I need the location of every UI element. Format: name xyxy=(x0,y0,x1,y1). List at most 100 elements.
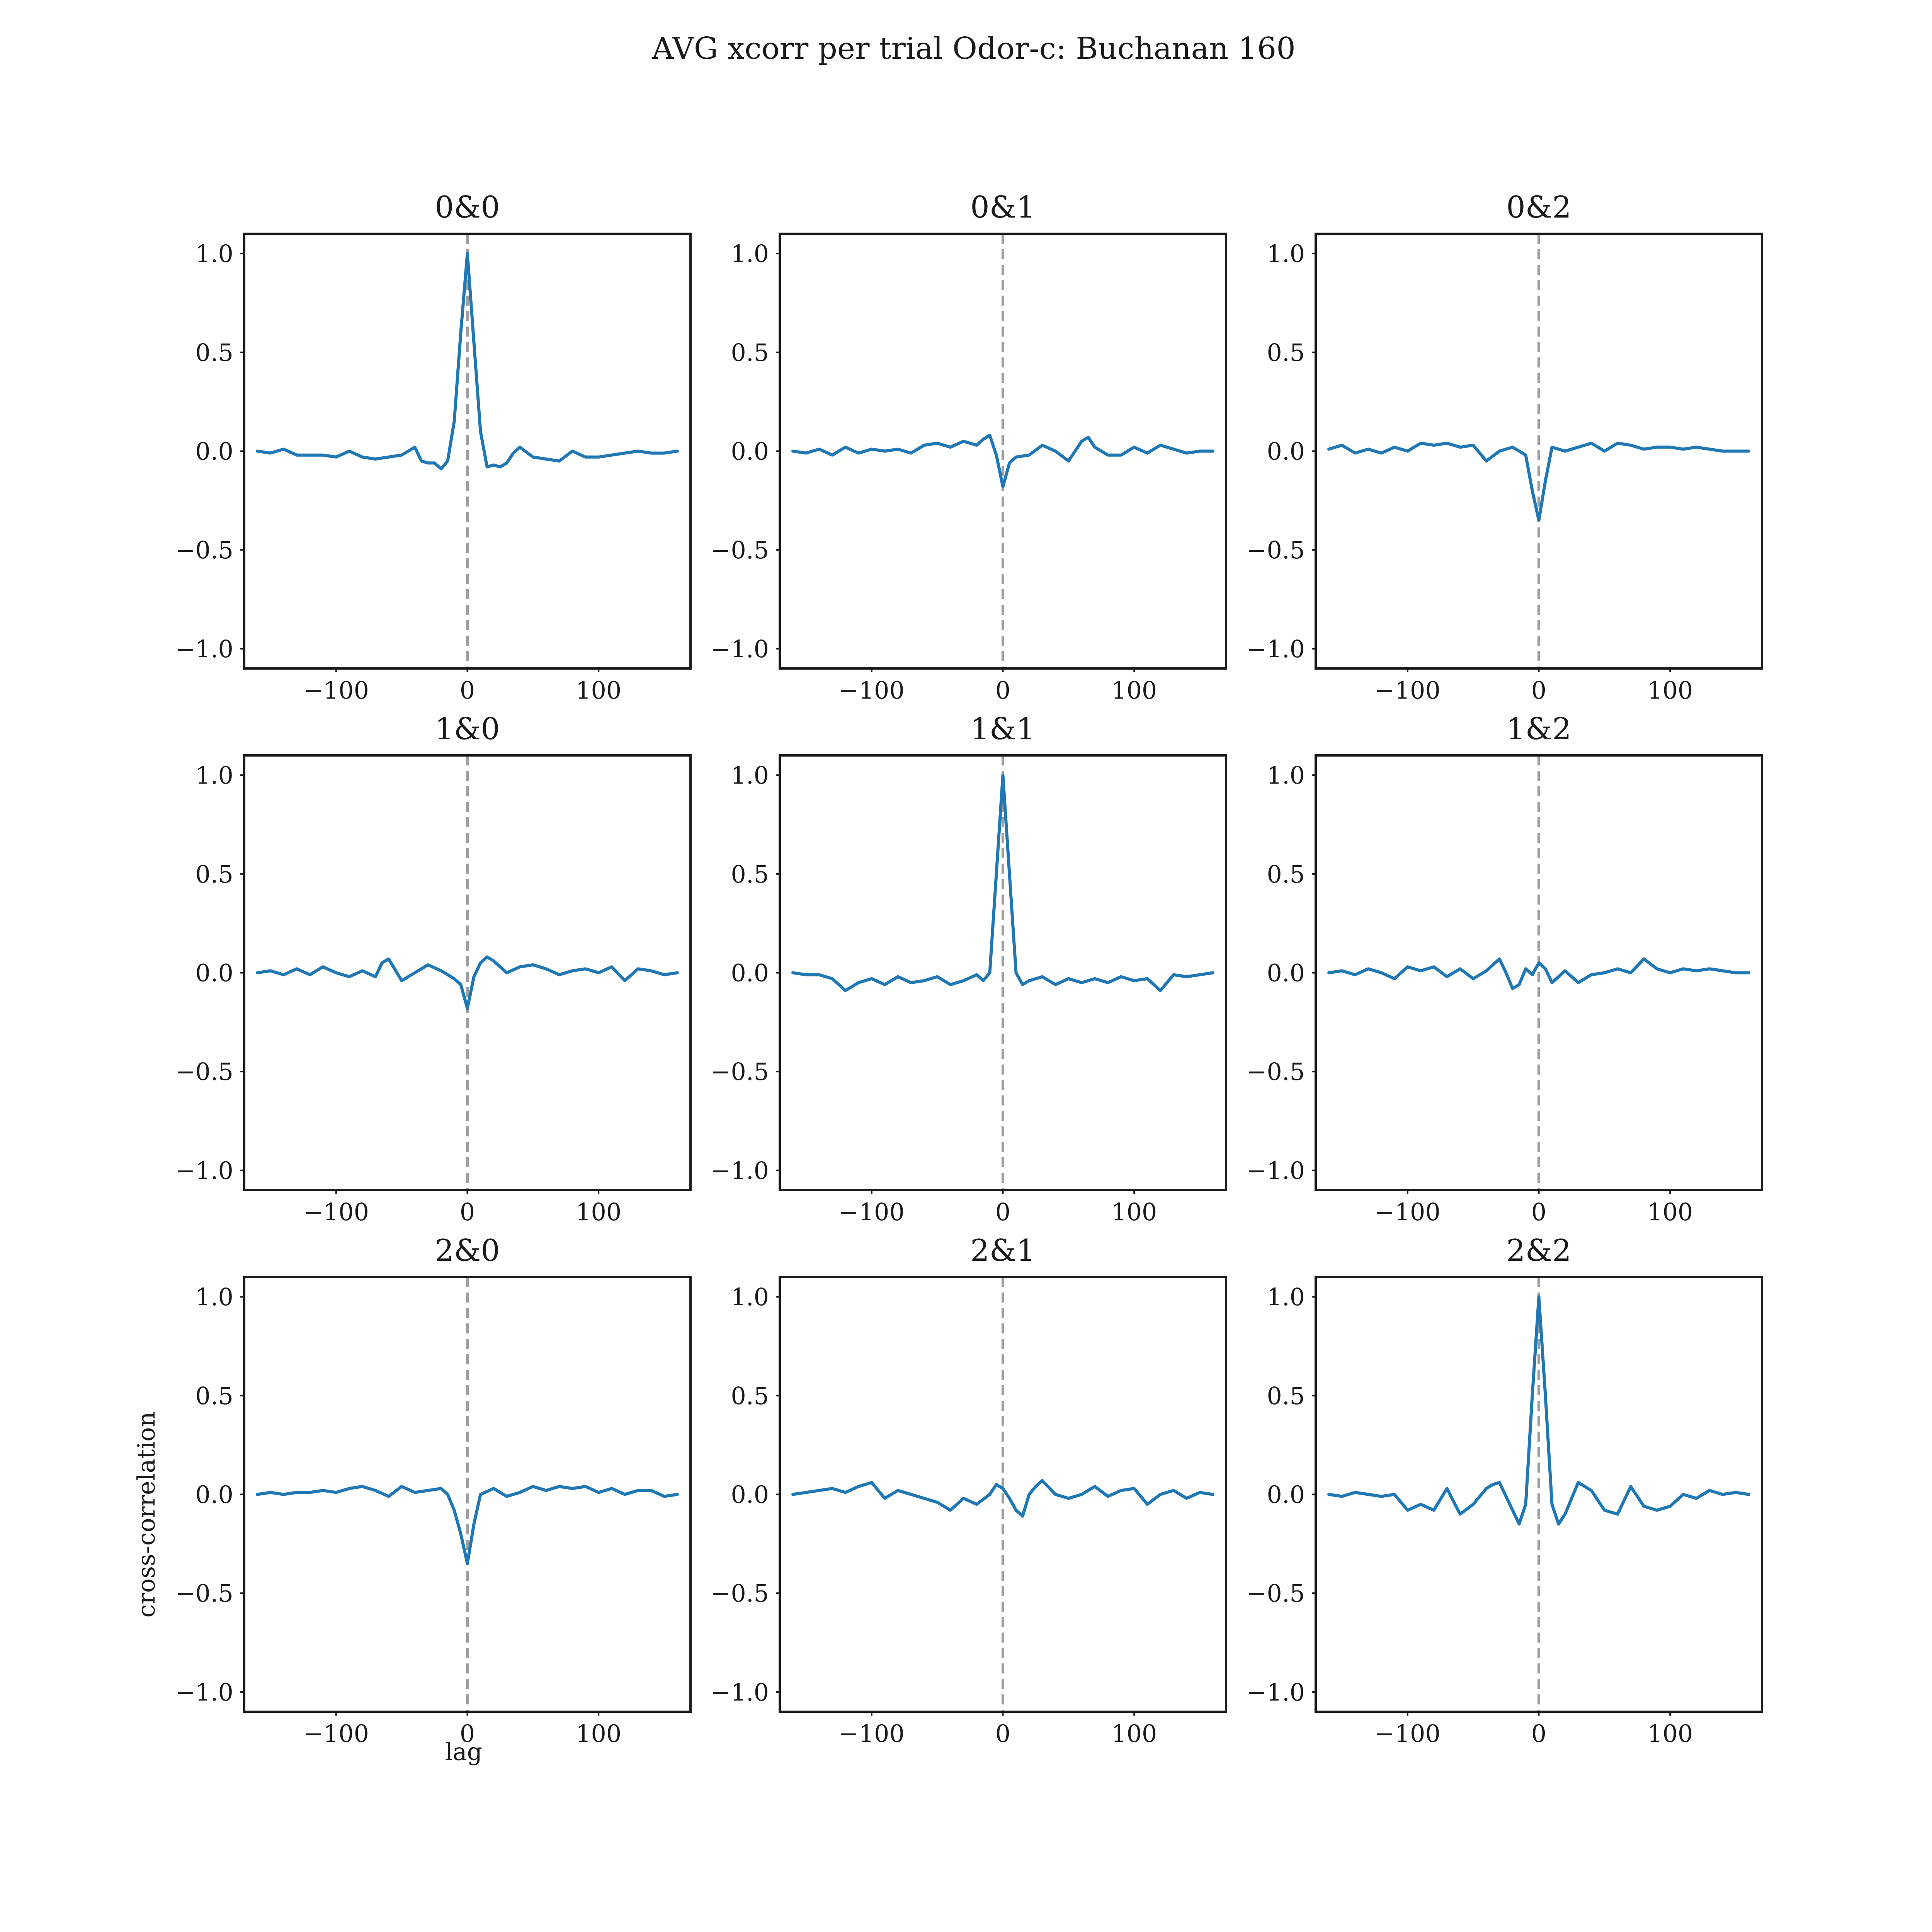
subplot-title: 1&2 xyxy=(1506,712,1571,747)
y-axis-label: cross-correlation xyxy=(132,1412,160,1617)
x-tick-label: 0 xyxy=(995,676,1010,704)
x-tick-label: 0 xyxy=(1531,676,1546,704)
y-tick-label: 0.0 xyxy=(731,1481,769,1509)
figure-title: AVG xcorr per trial Odor-c: Buchanan 160 xyxy=(651,31,1296,66)
y-tick-label: 0.5 xyxy=(195,338,233,367)
y-tick-label: −0.5 xyxy=(711,1579,769,1607)
x-tick-label: 100 xyxy=(1647,1719,1693,1748)
x-tick-label: 0 xyxy=(995,1719,1010,1748)
y-tick-label: 1.0 xyxy=(195,761,233,789)
y-tick-label: 1.0 xyxy=(1267,1283,1305,1311)
y-tick-label: −0.5 xyxy=(1247,1579,1305,1607)
y-tick-label: −1.0 xyxy=(175,1156,233,1185)
y-tick-label: 0.5 xyxy=(731,860,769,888)
y-tick-label: −1.0 xyxy=(1247,635,1305,663)
y-tick-label: −1.0 xyxy=(1247,1156,1305,1185)
subplot-title: 1&1 xyxy=(970,712,1036,747)
y-tick-label: 0.5 xyxy=(731,1382,769,1410)
y-tick-label: 0.5 xyxy=(1267,860,1305,888)
x-tick-label: −100 xyxy=(1375,1198,1440,1226)
subplot-title: 0&0 xyxy=(435,190,500,225)
subplot-title: 0&2 xyxy=(1506,190,1571,225)
y-tick-label: −1.0 xyxy=(711,1678,769,1706)
y-tick-label: −0.5 xyxy=(711,536,769,564)
y-tick-label: 1.0 xyxy=(195,240,233,268)
y-tick-label: 0.0 xyxy=(195,437,233,466)
subplot: 0&0 −100 0 100 1.0 0.5 0.0 −0.5 −1.0 xyxy=(175,190,692,704)
x-tick-label: 100 xyxy=(1111,676,1157,704)
subplot: 1&2 −100 0 100 1.0 0.5 0.0 −0.5 −1.0 xyxy=(1247,712,1763,1226)
y-tick-label: −1.0 xyxy=(711,635,769,663)
y-tick-label: −1.0 xyxy=(175,1678,233,1706)
y-tick-label: 0.0 xyxy=(1267,437,1305,466)
y-tick-label: −0.5 xyxy=(1247,536,1305,564)
y-tick-label: −0.5 xyxy=(711,1058,769,1086)
y-tick-label: 0.0 xyxy=(1267,959,1305,987)
y-tick-label: 0.0 xyxy=(195,1481,233,1509)
y-tick-label: 0.5 xyxy=(195,860,233,888)
subplot: 0&2 −100 0 100 1.0 0.5 0.0 −0.5 −1.0 xyxy=(1247,190,1763,704)
x-tick-label: 0 xyxy=(1531,1719,1546,1748)
x-tick-label: −100 xyxy=(839,676,905,704)
subplot: 2&2 −100 0 100 1.0 0.5 0.0 −0.5 −1.0 xyxy=(1247,1233,1763,1748)
subplot: 1&1 −100 0 100 1.0 0.5 0.0 −0.5 −1.0 xyxy=(711,712,1227,1226)
x-tick-label: 100 xyxy=(576,676,621,704)
x-tick-label: −100 xyxy=(1375,676,1440,704)
y-tick-label: −0.5 xyxy=(175,536,233,564)
x-tick-label: 100 xyxy=(1647,676,1693,704)
y-tick-label: 0.0 xyxy=(731,959,769,987)
x-tick-label: 0 xyxy=(460,676,475,704)
x-tick-label: 100 xyxy=(1111,1719,1157,1748)
y-tick-label: 1.0 xyxy=(731,240,769,268)
y-tick-label: −0.5 xyxy=(175,1579,233,1607)
xcorr-line xyxy=(256,1485,679,1565)
y-tick-label: 1.0 xyxy=(731,761,769,789)
subplot-title: 2&0 xyxy=(435,1233,500,1268)
x-tick-label: −100 xyxy=(839,1719,905,1748)
y-tick-label: −1.0 xyxy=(711,1156,769,1185)
xcorr-line xyxy=(256,252,679,471)
y-tick-label: 1.0 xyxy=(731,1283,769,1311)
x-tick-label: 100 xyxy=(1111,1198,1157,1226)
x-tick-label: 0 xyxy=(1531,1198,1546,1226)
y-tick-label: 0.5 xyxy=(731,338,769,367)
y-tick-label: 0.5 xyxy=(1267,1382,1305,1410)
x-tick-label: −100 xyxy=(303,1719,369,1748)
subplot: 2&1 −100 0 100 1.0 0.5 0.0 −0.5 −1.0 xyxy=(711,1233,1227,1748)
subplot: 1&0 −100 0 100 1.0 0.5 0.0 −0.5 −1.0 xyxy=(175,712,692,1226)
y-tick-label: 0.0 xyxy=(195,959,233,987)
y-tick-label: −1.0 xyxy=(1247,1678,1305,1706)
x-tick-label: −100 xyxy=(303,676,369,704)
xcorr-line xyxy=(791,774,1214,992)
x-tick-label: 100 xyxy=(576,1719,621,1748)
x-tick-label: −100 xyxy=(1375,1719,1440,1748)
subplot: 0&1 −100 0 100 1.0 0.5 0.0 −0.5 −1.0 xyxy=(711,190,1227,704)
subplot-title: 1&0 xyxy=(435,712,500,747)
xcorr-line xyxy=(1327,957,1750,990)
x-tick-label: 100 xyxy=(1647,1198,1693,1226)
y-tick-label: 0.5 xyxy=(1267,338,1305,367)
x-tick-label: −100 xyxy=(303,1198,369,1226)
subplot-title: 0&1 xyxy=(970,190,1036,225)
y-tick-label: 1.0 xyxy=(195,1283,233,1311)
y-tick-label: 1.0 xyxy=(1267,240,1305,268)
xcorr-line xyxy=(1327,1295,1750,1526)
subplot-title: 2&1 xyxy=(970,1233,1036,1268)
x-tick-label: 0 xyxy=(995,1198,1010,1226)
x-tick-label: −100 xyxy=(839,1198,905,1226)
subplot: 2&0 −100 0 100 1.0 0.5 0.0 −0.5 −1.0 xyxy=(175,1233,692,1748)
y-tick-label: −0.5 xyxy=(1247,1058,1305,1086)
y-tick-label: 0.5 xyxy=(195,1382,233,1410)
y-tick-label: 0.0 xyxy=(1267,1481,1305,1509)
y-tick-label: 0.0 xyxy=(731,437,769,466)
xcorr-line xyxy=(1327,442,1750,522)
y-tick-label: −0.5 xyxy=(175,1058,233,1086)
x-tick-label: 100 xyxy=(576,1198,621,1226)
x-axis-label: lag xyxy=(445,1738,482,1766)
xcorr-line xyxy=(791,1479,1214,1518)
subplot-title: 2&2 xyxy=(1506,1233,1571,1268)
xcorr-line xyxy=(256,955,679,1010)
y-tick-label: −1.0 xyxy=(175,635,233,663)
